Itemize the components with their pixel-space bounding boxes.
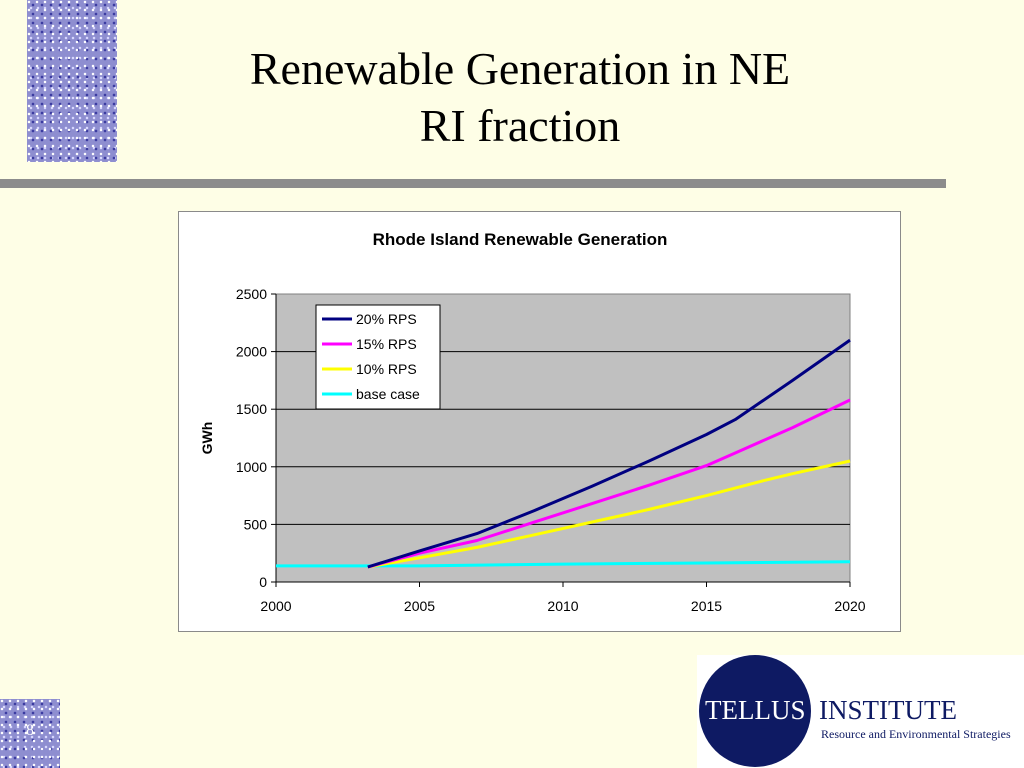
logo-subtitle: Resource and Environmental Strategies — [821, 727, 1011, 741]
legend-box — [315, 304, 441, 410]
line-chart: Rhode Island Renewable Generation 0 500 100… — [199, 230, 866, 614]
tellus-logo: TELLUS INSTITUTE Resource and Environmen… — [697, 655, 1024, 768]
x-tick-label: 2010 — [547, 598, 578, 614]
legend-label: 15% RPS — [356, 336, 417, 352]
x-tick-label: 2015 — [691, 598, 722, 614]
legend-label: 20% RPS — [356, 311, 417, 327]
y-tick-label: 1500 — [236, 401, 267, 417]
y-axis-label: GWh — [199, 422, 215, 455]
slide-number: 8 — [26, 722, 34, 739]
slide-title-line-1: Renewable Generation in NE — [249, 43, 791, 94]
y-tick-label: 2500 — [236, 286, 267, 302]
logo-circle — [699, 655, 811, 767]
series-line-20-rps — [367, 338, 851, 569]
slide-title: Renewable Generation in NE RI fraction — [140, 40, 900, 154]
legend-label: base case — [356, 386, 420, 402]
series-line-15-rps — [367, 398, 851, 569]
decorative-pattern-bottom — [0, 699, 60, 768]
y-tick-label: 0 — [259, 574, 267, 590]
legend-label: 10% RPS — [356, 361, 417, 377]
x-tick-label: 2005 — [404, 598, 435, 614]
x-tick-label: 2000 — [260, 598, 291, 614]
chart-title: Rhode Island Renewable Generation — [373, 230, 668, 249]
logo-institute-text: INSTITUTE — [819, 695, 957, 725]
y-tick-label: 500 — [244, 516, 268, 532]
y-tick-label: 2000 — [236, 344, 267, 360]
title-divider — [0, 179, 946, 188]
y-tick-label: 1000 — [236, 459, 267, 475]
logo-tellus-text: TELLUS — [705, 695, 806, 725]
decorative-pattern-top — [27, 0, 117, 162]
x-tick-label: 2020 — [834, 598, 865, 614]
slide-title-line-2: RI fraction — [419, 100, 621, 151]
series-line-10-rps — [367, 459, 851, 569]
chart-container: Rhode Island Renewable Generation 0 500 100… — [178, 211, 901, 632]
